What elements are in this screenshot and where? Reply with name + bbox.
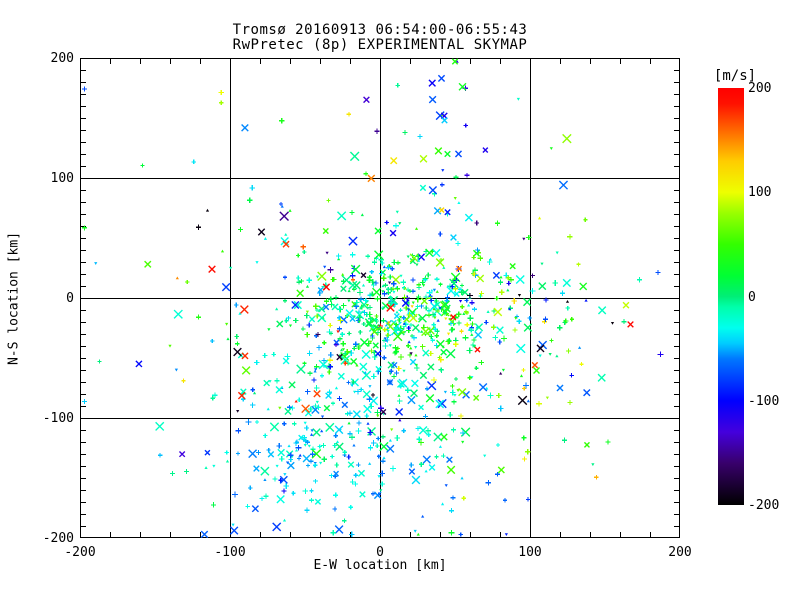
y-tick-label: 200 — [50, 51, 74, 66]
x-tick-label: -200 — [64, 545, 96, 560]
plot-frame — [80, 58, 680, 538]
x-tick-label: -100 — [214, 545, 246, 560]
scatter-points — [81, 58, 664, 538]
y-tick-label: -200 — [42, 531, 74, 546]
colorbar-unit-label: [m/s] — [713, 68, 757, 84]
x-tick-label: 0 — [376, 545, 384, 560]
colorbar-tick-label: 200 — [748, 81, 772, 96]
y-tick-label: 100 — [50, 171, 74, 186]
colorbar-gradient — [718, 88, 744, 505]
y-tick-label: -100 — [42, 411, 74, 426]
colorbar-tick-label: 100 — [748, 185, 772, 201]
y-axis-title: N-S location [km] — [6, 231, 22, 366]
x-tick-label: 200 — [668, 545, 692, 560]
colorbar-tick-label: 0 — [748, 289, 756, 305]
plot-subtitle: RwPretec (8p) EXPERIMENTAL SKYMAP — [232, 37, 528, 53]
x-axis-title: E-W location [km] — [313, 558, 447, 573]
colorbar-tick-label: -100 — [748, 393, 780, 409]
colorbar-tick-label: -200 — [748, 498, 780, 513]
x-tick-label: 100 — [518, 545, 542, 560]
skymap-plot-canvas — [80, 58, 680, 538]
y-tick-label: 0 — [66, 291, 74, 306]
axes-grid — [80, 58, 680, 538]
plot-title: Tromsø 20160913 06:54:00-06:55:43 — [232, 22, 528, 38]
